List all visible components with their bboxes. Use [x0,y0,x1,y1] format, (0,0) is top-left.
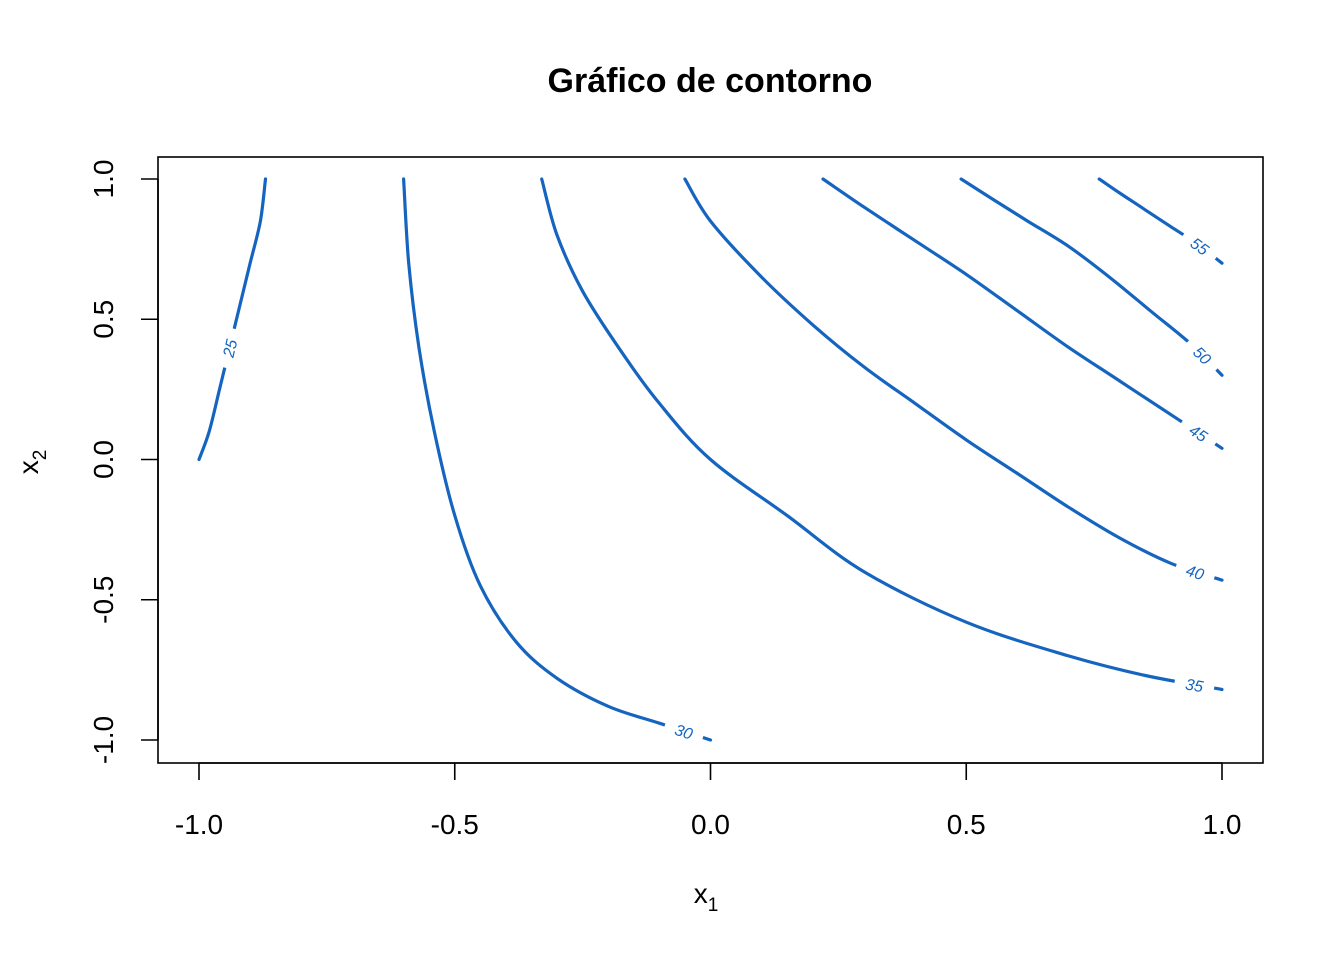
x-tick-label: -0.5 [431,809,479,840]
y-tick-label: 0.5 [88,300,119,339]
contour-line-45 [821,177,1224,450]
contour-label-bg-25 [214,326,245,371]
contour-label-bg-35 [1172,670,1216,700]
contour-label-30: 30 [672,722,694,744]
contour-lines [197,177,1224,742]
chart-title: Gráfico de contorno [548,62,873,100]
contour-line-30 [402,177,713,742]
contour-line-35 [540,177,1224,692]
x-axis-label: x1 [694,878,719,916]
contour-line-40 [683,177,1224,582]
y-axis: -1.0 -0.5 0.0 0.5 1.0 [88,160,159,764]
y-axis-label: x2 [13,450,51,475]
contour-label-bg-45 [1175,412,1222,454]
contour-label-bg-40 [1172,555,1218,589]
y-tick-label: -0.5 [88,576,119,624]
x-tick-label: -1.0 [175,809,223,840]
contour-label-bg-50 [1180,333,1225,378]
x-tick-label: 0.0 [691,809,730,840]
contour-line-50 [959,177,1224,377]
x-axis: -1.0 -0.5 0.0 0.5 1.0 [175,762,1242,840]
x-tick-label: 0.5 [947,809,986,840]
contour-line-25 [197,177,268,462]
contour-label-25: 25 [220,338,241,360]
x-tick-label: 1.0 [1203,809,1242,840]
y-tick-label: 0.0 [88,440,119,479]
contour-label-40: 40 [1184,563,1206,585]
contour-label-bg-55 [1177,225,1223,267]
y-tick-label: 1.0 [88,160,119,199]
contour-label-35: 35 [1184,676,1205,696]
y-tick-label: -1.0 [88,716,119,764]
contour-label-bg-30 [661,714,707,748]
